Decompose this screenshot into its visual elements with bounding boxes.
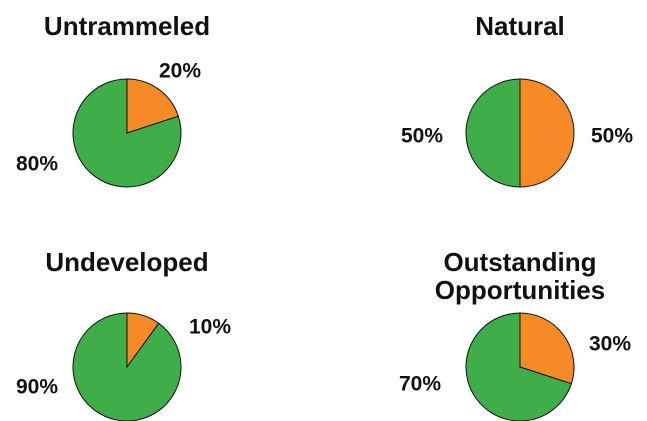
data-label: 10% [189,316,231,339]
data-label: 30% [589,333,631,356]
data-label: 50% [401,125,443,148]
pie-slice [465,78,521,188]
data-label: 70% [399,373,441,396]
chart-title: Untrammeled [43,11,211,41]
chart-title: Undeveloped [45,247,209,277]
pie-slice [519,78,575,188]
chart-title: Natural [475,11,565,41]
pie-slice [465,312,572,421]
data-label: 20% [159,60,201,83]
data-label: 50% [591,125,633,148]
data-label: 90% [16,376,58,399]
chart-title: Outstanding Opportunities [434,247,606,305]
pie-slice [126,78,179,134]
pie-slice [72,78,182,188]
pie-slice [72,312,182,421]
data-label: 80% [16,153,58,176]
pie-slice [519,312,575,385]
